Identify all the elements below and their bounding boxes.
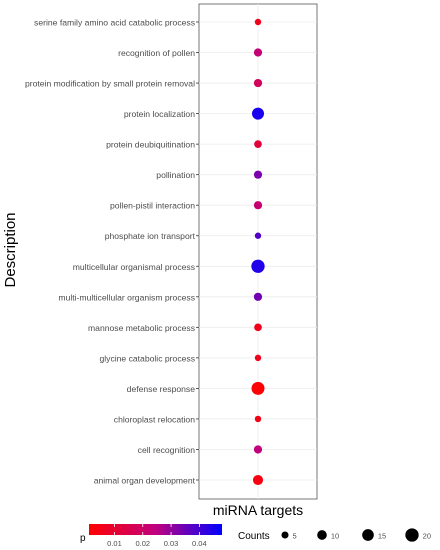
data-point [254, 323, 262, 332]
data-point [254, 140, 262, 148]
data-point [252, 107, 264, 120]
size-legend-key [281, 531, 289, 539]
size-legend-key [405, 528, 419, 542]
data-point [253, 170, 263, 179]
color-legend-tick-label: 0.04 [192, 539, 207, 548]
y-tick-label: cell recognition [138, 445, 196, 455]
y-axis-title: Description [2, 212, 19, 287]
data-point [254, 18, 262, 26]
y-tick-label: defense response [127, 384, 196, 394]
y-tick-label: multicellular organismal process [73, 262, 195, 272]
y-tick-label: protein localization [124, 109, 195, 119]
data-point [253, 201, 263, 210]
color-legend-tick-label: 0.01 [107, 539, 122, 548]
y-tick-label: phosphate ion transport [105, 231, 196, 241]
y-tick-label: mannose metabolic process [88, 323, 195, 333]
size-legend-label: 10 [331, 532, 339, 541]
color-legend-title: p [80, 533, 86, 544]
y-tick-label: chloroplast relocation [114, 414, 195, 424]
y-tick-label: glycine catabolic process [99, 353, 195, 363]
y-tick-label: recognition of pollen [118, 48, 195, 58]
size-legend-label: 15 [378, 532, 386, 541]
x-axis-title: miRNA targets [213, 502, 303, 518]
data-point [251, 381, 265, 395]
y-tick-label: protein deubiquitination [106, 140, 195, 150]
color-legend-bar [89, 524, 222, 535]
data-point [253, 445, 263, 454]
size-legend: Counts 5 10 15 20 [238, 528, 431, 542]
data-point [253, 292, 263, 301]
y-tick-label: pollen-pistil interaction [110, 201, 195, 211]
y-tick-label: multi-multicellular organism process [58, 292, 195, 302]
data-point [254, 354, 262, 362]
color-legend-tick-label: 0.03 [164, 539, 179, 548]
size-legend-label: 5 [293, 532, 297, 541]
y-axis-tick-labels: serine family amino acid catabolic proce… [25, 18, 199, 486]
data-point [254, 415, 262, 423]
data-point [252, 474, 264, 486]
data-point [251, 259, 265, 273]
data-points [251, 18, 265, 486]
size-legend-title: Counts [238, 531, 270, 542]
color-legend: p 0.01 0.02 0.03 0.04 [80, 524, 222, 548]
size-legend-key [317, 530, 327, 540]
color-legend-tick-label: 0.02 [135, 539, 150, 548]
data-point [253, 48, 263, 57]
y-tick-label: serine family amino acid catabolic proce… [34, 18, 195, 28]
y-tick-label: pollination [156, 170, 195, 180]
data-point [253, 78, 263, 88]
y-tick-label: protein modification by small protein re… [25, 79, 195, 89]
data-point [254, 232, 262, 239]
size-legend-key [362, 529, 374, 541]
y-tick-label: animal organ development [94, 476, 196, 486]
size-legend-label: 20 [423, 532, 431, 541]
